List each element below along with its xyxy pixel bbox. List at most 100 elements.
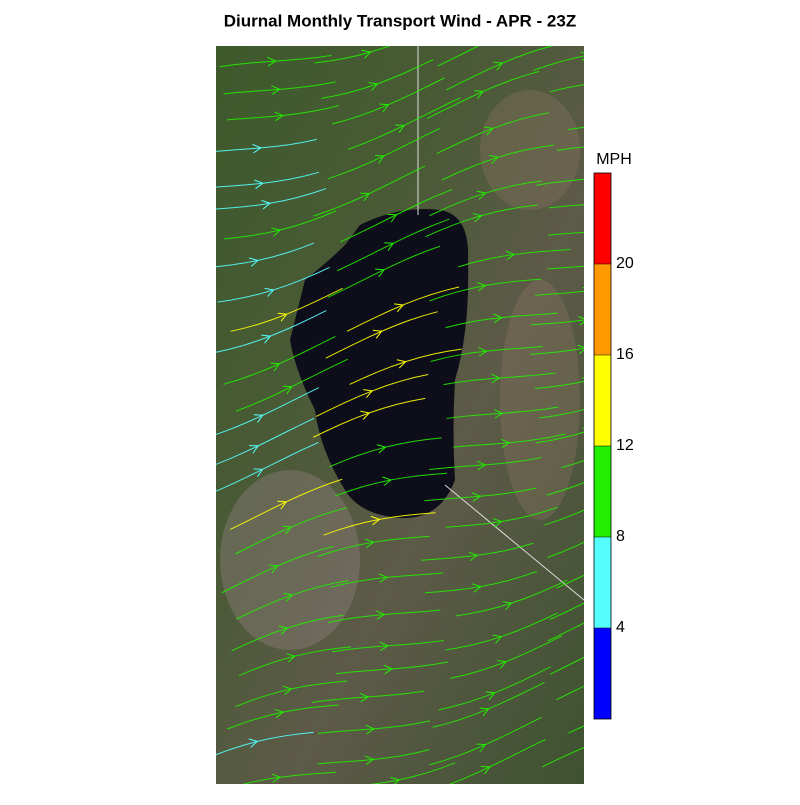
arrowhead xyxy=(274,708,285,719)
arrowhead xyxy=(249,257,259,267)
arrowhead xyxy=(378,573,389,583)
arrowhead xyxy=(278,625,289,635)
streamline xyxy=(547,541,584,558)
streamline xyxy=(535,431,584,444)
arrowhead xyxy=(577,344,584,355)
arrowhead xyxy=(582,427,584,429)
streamline xyxy=(530,347,584,355)
streamline xyxy=(556,574,584,589)
arrowhead xyxy=(480,765,491,775)
arrowhead xyxy=(249,444,260,454)
arrowhead xyxy=(359,692,370,703)
map xyxy=(216,46,622,784)
arrowhead xyxy=(491,373,501,384)
title: Diurnal Monthly Transport Wind - APR - 2… xyxy=(224,11,576,30)
arrowhead xyxy=(283,592,294,602)
arrowhead xyxy=(578,316,584,326)
arrowhead xyxy=(605,141,613,150)
streamline xyxy=(549,84,584,93)
colorbar-band xyxy=(594,264,611,355)
arrowhead xyxy=(598,78,606,87)
arrowhead xyxy=(472,212,483,223)
arrowhead xyxy=(375,268,385,278)
arrowhead xyxy=(492,518,503,528)
arrowhead xyxy=(488,154,499,165)
arrowhead xyxy=(613,770,622,778)
arrowhead xyxy=(363,389,374,399)
arrowhead xyxy=(360,410,371,420)
arrowhead xyxy=(492,634,503,644)
colorbar-band xyxy=(594,628,611,719)
arrowhead xyxy=(387,213,398,223)
arrowhead xyxy=(372,329,383,339)
arrowhead xyxy=(286,653,296,663)
streamline xyxy=(549,656,584,675)
streamline xyxy=(544,509,584,526)
arrowhead xyxy=(394,303,405,313)
arrowhead xyxy=(476,190,487,200)
arrowhead xyxy=(282,685,293,696)
rock-area xyxy=(220,470,360,650)
arrowhead xyxy=(488,46,489,47)
arrowhead xyxy=(479,707,490,717)
colorbar-band xyxy=(594,173,611,264)
arrowhead xyxy=(368,82,379,92)
colorbar-tick-label: 20 xyxy=(616,255,634,272)
arrowhead xyxy=(478,347,488,357)
streamline xyxy=(556,685,584,701)
rock-area xyxy=(480,90,580,210)
streamline xyxy=(547,231,584,236)
arrowhead xyxy=(261,200,272,210)
arrowhead xyxy=(502,601,513,611)
arrowhead xyxy=(580,51,584,61)
arrowhead xyxy=(485,691,496,701)
arrowhead xyxy=(282,525,293,535)
arrowhead xyxy=(476,460,487,471)
arrowhead xyxy=(582,286,584,296)
lake xyxy=(290,209,469,519)
streamlines xyxy=(216,46,622,784)
arrowhead xyxy=(472,583,482,593)
arrowhead xyxy=(271,85,281,95)
arrowhead xyxy=(474,90,485,99)
rock-area xyxy=(500,280,580,520)
streamline xyxy=(561,460,584,469)
arrowhead xyxy=(248,738,259,748)
arrowhead xyxy=(375,610,386,620)
arrowhead xyxy=(589,740,598,748)
arrowhead xyxy=(390,776,401,784)
arrowhead xyxy=(476,743,487,753)
streamline xyxy=(536,178,584,186)
arrowhead xyxy=(395,124,406,133)
streamline xyxy=(568,725,584,734)
arrowhead xyxy=(376,444,387,454)
arrowhead xyxy=(483,126,494,136)
colorbar-tick-label: 12 xyxy=(616,437,634,454)
arrowhead xyxy=(396,359,407,369)
streamline xyxy=(437,46,480,67)
arrowhead xyxy=(264,287,275,297)
arrowhead xyxy=(252,143,262,154)
arrowhead xyxy=(271,773,282,783)
streamline xyxy=(539,409,584,419)
arrowhead xyxy=(274,111,284,122)
arrowhead xyxy=(364,755,375,766)
arrowhead xyxy=(468,551,479,562)
arrowhead xyxy=(253,414,264,423)
colorbar-band xyxy=(594,355,611,446)
arrowhead xyxy=(261,334,272,344)
streamline xyxy=(532,55,584,72)
arrowhead xyxy=(268,564,279,574)
arrowhead xyxy=(379,103,390,113)
arrowhead xyxy=(384,242,395,251)
streamline xyxy=(535,290,584,296)
arrowhead xyxy=(379,641,389,652)
streamline xyxy=(530,319,584,326)
colorbar-band xyxy=(594,537,611,628)
arrowhead xyxy=(583,174,584,176)
streamline xyxy=(541,746,584,768)
streamline xyxy=(546,482,584,496)
streamline xyxy=(567,126,584,131)
arrowhead xyxy=(374,155,385,164)
